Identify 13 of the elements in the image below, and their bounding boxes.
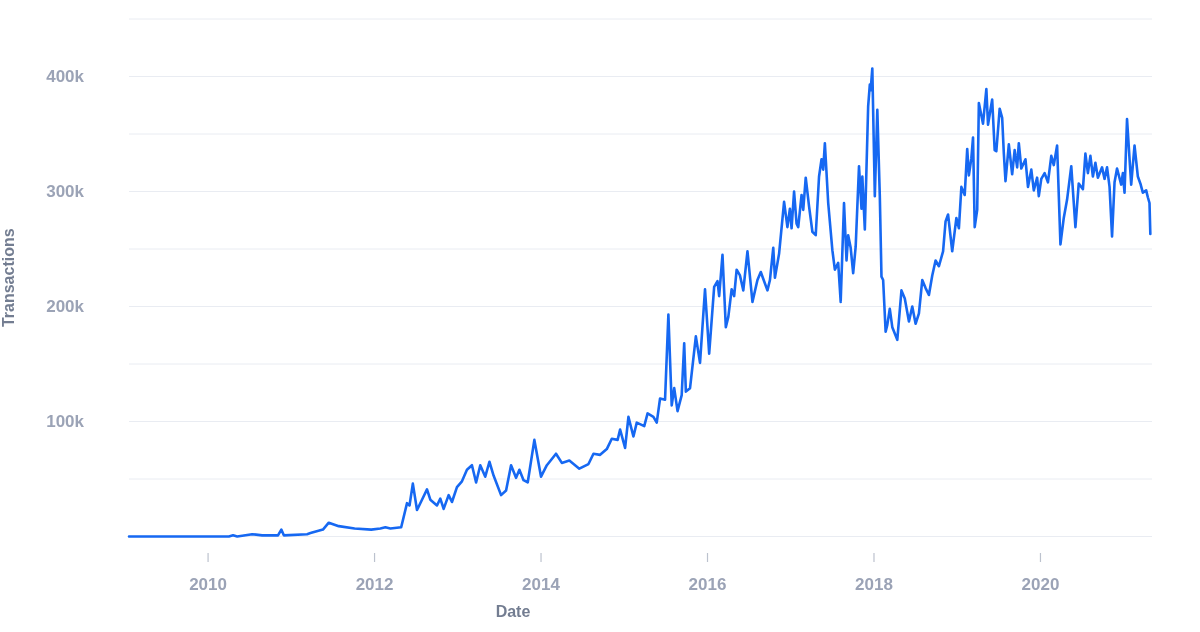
y-tick-label: 100k <box>46 412 85 432</box>
y-tick-label: 300k <box>46 182 85 202</box>
line-series <box>127 67 1152 538</box>
x-axis-title: Date <box>495 602 531 620</box>
y-tick-label: 200k <box>46 297 85 317</box>
x-tick-label: 2010 <box>189 574 227 594</box>
y-tick-label: 400k <box>46 67 85 87</box>
x-tick-label: 2020 <box>1021 574 1060 594</box>
x-tick-label: 2014 <box>522 574 561 594</box>
y-axis-title: Transactions <box>0 228 17 328</box>
x-tick-label: 2012 <box>355 574 394 594</box>
x-tick-label: 2016 <box>688 574 727 594</box>
x-tick-label: 2018 <box>855 574 893 594</box>
